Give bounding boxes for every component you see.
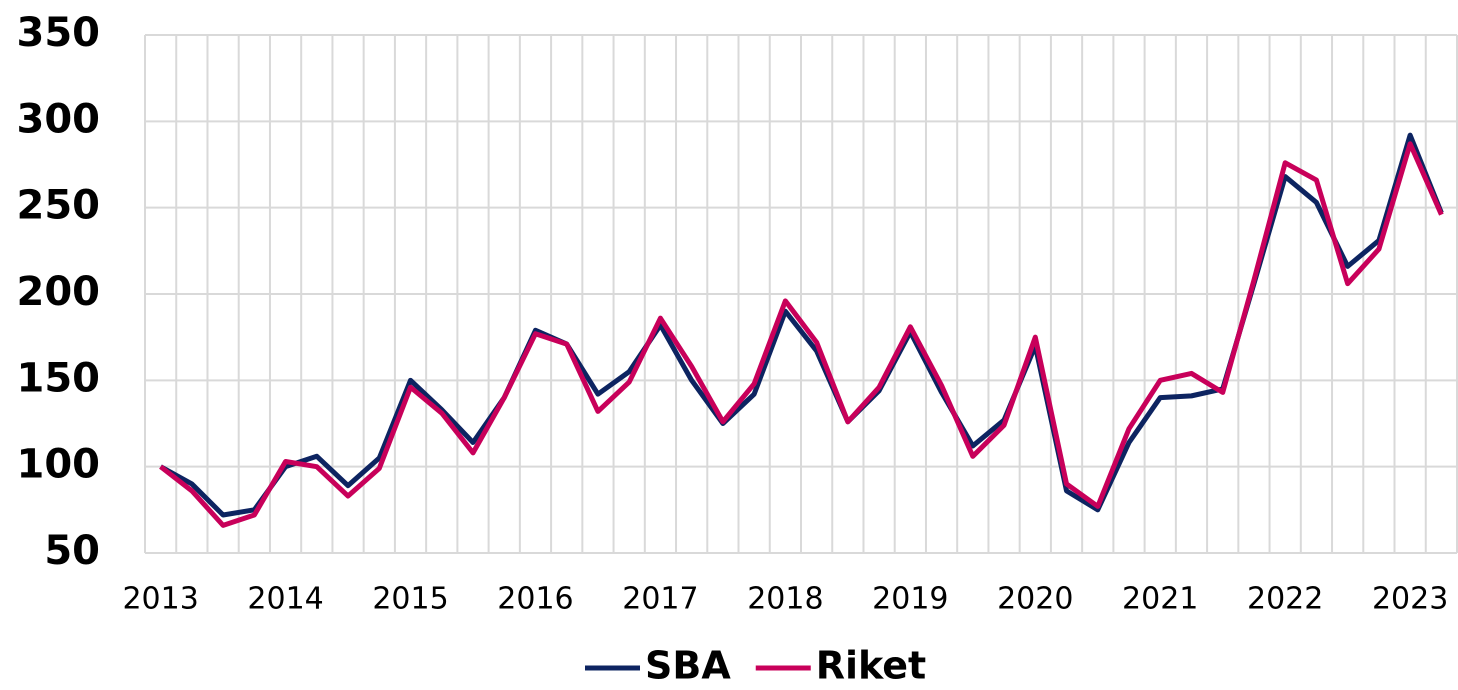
series-line <box>159 141 1444 528</box>
y-tick-label: 300 <box>17 96 101 142</box>
x-tick-label: 2022 <box>1247 582 1323 617</box>
x-tick-label: 2013 <box>122 582 198 617</box>
x-tick-label: 2019 <box>872 582 948 617</box>
y-tick-label: 350 <box>17 10 101 56</box>
x-tick-label: 2017 <box>622 582 698 617</box>
x-tick-label: 2021 <box>1122 582 1198 617</box>
y-tick-label: 50 <box>44 528 100 574</box>
x-tick-label: 2018 <box>747 582 823 617</box>
y-tick-label: 100 <box>17 442 101 488</box>
x-tick-label: 2020 <box>997 582 1073 617</box>
x-tick-label: 2014 <box>247 582 323 617</box>
y-tick-label: 150 <box>17 355 101 401</box>
legend-label: SBA <box>645 644 731 687</box>
x-tick-label: 2023 <box>1372 582 1448 617</box>
y-tick-label: 200 <box>17 269 101 315</box>
x-tick-label: 2016 <box>497 582 573 617</box>
legend-label: Riket <box>816 644 926 687</box>
x-tick-label: 2015 <box>372 582 448 617</box>
y-tick-label: 250 <box>17 183 101 229</box>
